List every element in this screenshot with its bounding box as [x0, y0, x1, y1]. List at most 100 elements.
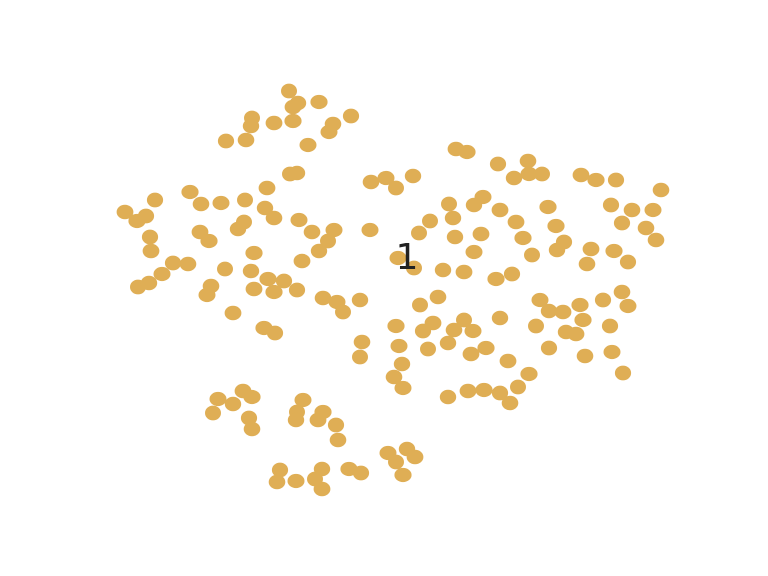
scatter-point [455, 264, 473, 280]
scatter-point [465, 244, 483, 260]
scatter-point [554, 304, 572, 320]
scatter-point [217, 261, 233, 277]
scatter-point [265, 284, 283, 300]
scatter-point [394, 467, 412, 483]
scatter-point [623, 202, 641, 218]
scatter-point [153, 266, 171, 282]
scatter-point [501, 395, 519, 411]
scatter-point [271, 462, 289, 478]
scatter-point [200, 233, 218, 249]
scatter-point [445, 322, 463, 338]
scatter-point [243, 389, 261, 405]
scatter-point [352, 349, 368, 365]
scatter-point [441, 196, 457, 212]
scatter-point [275, 273, 293, 289]
scatter-point [464, 323, 482, 339]
scatter-point [514, 230, 532, 246]
scatter-point [290, 212, 308, 228]
scatter-point [314, 404, 332, 420]
scatter-point [268, 474, 286, 490]
scatter-point [310, 94, 328, 110]
scatter-point [540, 303, 558, 319]
scatter-point [491, 202, 509, 218]
scatter-point [265, 115, 283, 131]
scatter-point [456, 312, 472, 328]
scatter-point [644, 202, 662, 218]
scatter-point [313, 461, 331, 477]
scatter-point [594, 292, 612, 308]
scatter-point [137, 208, 155, 224]
scatter-point [477, 340, 495, 356]
scatter-point [325, 222, 343, 238]
scatter-point [487, 271, 505, 287]
scatter-point [266, 325, 284, 341]
scatter-point [505, 170, 523, 186]
scatter-point [619, 298, 637, 314]
scatter-point [613, 284, 631, 300]
scatter-point [353, 334, 371, 350]
scatter-point [539, 199, 557, 215]
scatter-point [520, 166, 538, 182]
scatter-point [491, 310, 509, 326]
scatter-point [540, 340, 558, 356]
scatter-point [394, 380, 412, 396]
scatter-point [146, 192, 164, 208]
scatter-point [489, 156, 507, 172]
scatter-point [465, 197, 483, 213]
scatter-point [420, 341, 436, 357]
scatter-point [393, 356, 411, 372]
scatter-point [205, 405, 221, 421]
scatter-point [314, 290, 332, 306]
scatter-point [385, 369, 403, 385]
scatter-point [327, 417, 345, 433]
scatter-point [352, 465, 370, 481]
scatter-point [439, 335, 457, 351]
scatter-point [320, 233, 336, 249]
scatter-point [411, 225, 427, 241]
scatter-point [294, 392, 312, 408]
scatter-point [293, 253, 311, 269]
scatter-point [605, 243, 623, 259]
scatter-point [567, 326, 585, 342]
scatter-point [647, 232, 665, 248]
scatter-point [212, 195, 230, 211]
scatter-point [284, 113, 302, 129]
scatter-point [387, 318, 405, 334]
scatter-point [179, 256, 197, 272]
scatter-point [412, 297, 428, 313]
scatter-point [507, 214, 525, 230]
scatter-point [164, 255, 182, 271]
scatter-points [116, 83, 670, 497]
scatter-point [571, 297, 589, 313]
scatter-point [335, 304, 351, 320]
scatter-point [209, 391, 227, 407]
scatter-point [342, 108, 360, 124]
scatter-point [198, 287, 216, 303]
scatter-point [572, 167, 590, 183]
scatter-point [582, 241, 600, 257]
scatter-point [607, 172, 625, 188]
scatter-point [429, 289, 447, 305]
scatter-point [299, 137, 317, 153]
scatter-point [406, 260, 422, 276]
scatter-point [601, 318, 619, 334]
scatter-point [548, 242, 566, 258]
scatter-point [576, 348, 594, 364]
scatter-point [499, 353, 517, 369]
scatter-point [313, 481, 331, 497]
scatter-point [528, 318, 544, 334]
scatter-point [288, 282, 306, 298]
scatter-point [458, 144, 476, 160]
scatter-point [259, 271, 277, 287]
scatter-point [404, 168, 422, 184]
cluster-label: 1 [396, 237, 419, 278]
scatter-point [520, 366, 538, 382]
scatter-point [519, 153, 537, 169]
scatter-point [245, 281, 263, 297]
scatter-point [351, 292, 369, 308]
scatter-point [237, 132, 255, 148]
scatter-point [637, 220, 655, 236]
scatter-point [217, 133, 235, 149]
scatter-point [390, 338, 408, 354]
